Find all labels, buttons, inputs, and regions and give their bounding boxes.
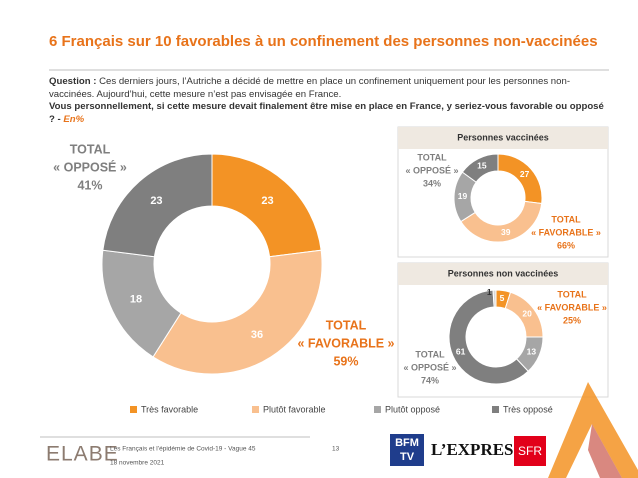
annotation: « OPPOSÉ »: [405, 165, 458, 175]
source: Les Français et l’épidémie de Covid-19 -…: [110, 446, 256, 453]
data-label: 15: [477, 161, 487, 171]
data-label: 19: [458, 191, 468, 201]
page-number: 13: [332, 446, 340, 453]
annotation: « OPPOSÉ »: [403, 362, 456, 372]
annotation: 74%: [421, 375, 439, 385]
annotation: TOTAL: [551, 214, 581, 224]
question-label: Question :: [49, 76, 97, 87]
panel-header: [398, 127, 608, 149]
data-label: 39: [501, 227, 511, 237]
annotation: TOTAL: [415, 349, 445, 359]
date: 18 novembre 2021: [110, 460, 165, 467]
question-text: Ces derniers jours, l’Autriche a décidé …: [49, 76, 571, 100]
annotation: TOTAL: [417, 152, 447, 162]
data-label: 23: [261, 195, 273, 207]
data-label: 20: [522, 309, 532, 319]
data-label: 1: [487, 287, 492, 297]
data-label: 61: [456, 347, 466, 357]
annotation: « FAVORABLE »: [531, 227, 601, 237]
data-label: 36: [251, 329, 263, 341]
annotation: 59%: [333, 354, 358, 368]
legend-swatch: [492, 406, 499, 413]
legend-label: Plutôt favorable: [263, 404, 326, 414]
annotation: TOTAL: [557, 289, 587, 299]
annotation: 25%: [563, 315, 581, 325]
question-ask: Vous personnellement, si cette mesure de…: [49, 101, 604, 125]
panel-title: Personnes vaccinées: [457, 132, 549, 142]
donut-segment: [102, 153, 213, 258]
decoration: [548, 382, 638, 478]
data-label: 13: [527, 347, 537, 357]
annotation: 66%: [557, 240, 575, 250]
donut-segment: [152, 249, 323, 375]
unit: En%: [63, 113, 85, 125]
logo: BFM: [395, 437, 419, 449]
title: 6 Français sur 10 favorables à un confin…: [49, 33, 598, 50]
annotation: « OPPOSÉ »: [53, 159, 127, 174]
donut-segment: [448, 289, 529, 385]
legend-swatch: [130, 406, 137, 413]
panel-title: Personnes non vaccinées: [448, 268, 559, 278]
legend-swatch: [252, 406, 259, 413]
donut-segment: [492, 289, 497, 308]
question: Question : Ces derniers jours, l’Autrich…: [49, 76, 609, 126]
data-label: 27: [520, 169, 530, 179]
decoration: [588, 424, 622, 478]
donut-segment: [461, 153, 499, 183]
data-label: 23: [150, 195, 162, 207]
annotation: « FAVORABLE »: [537, 302, 607, 312]
logo: TV: [400, 451, 415, 463]
legend-label: Plutôt opposé: [385, 404, 440, 414]
annotation: TOTAL: [326, 318, 367, 332]
legend-label: Très favorable: [141, 404, 198, 414]
donut-segment: [211, 153, 322, 258]
annotation: TOTAL: [70, 142, 111, 156]
logo: L’EXPRESS: [431, 440, 523, 459]
legend-label: Très opposé: [503, 404, 553, 414]
annotation: 34%: [423, 178, 441, 188]
data-label: 5: [500, 293, 505, 303]
annotation: 41%: [77, 178, 102, 192]
logo-bg: [390, 434, 424, 466]
panel-header: [398, 263, 608, 285]
data-label: 18: [130, 294, 142, 306]
legend-swatch: [374, 406, 381, 413]
logo-bg: [514, 436, 546, 466]
annotation: « FAVORABLE »: [297, 336, 394, 350]
logo: SFR: [518, 444, 542, 458]
brand: ELABE: [46, 443, 119, 466]
